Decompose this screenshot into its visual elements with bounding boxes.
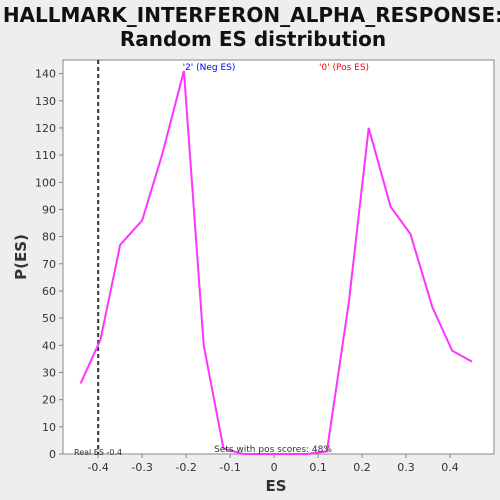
- y-tick-label: 120: [35, 122, 56, 135]
- y-tick-label: 100: [35, 176, 56, 189]
- series-line-es-distribution: [79, 70, 473, 455]
- y-tick-label: 90: [42, 203, 56, 216]
- plot-area: [62, 59, 495, 455]
- x-tick-label: -0.2: [175, 461, 196, 474]
- x-tick-label: 0.1: [309, 461, 327, 474]
- y-axis: 0 10 20 30 40 50 60 70 80 90 100 110 120 130 140: [35, 60, 64, 461]
- y-tick-label: 140: [35, 68, 56, 81]
- y-tick-label: 80: [42, 231, 56, 244]
- chart-title-line1: HALLMARK_INTERFERON_ALPHA_RESPONSE:: [3, 3, 500, 27]
- pos-es-label: '0' (Pos ES): [319, 63, 369, 73]
- y-tick-label: 0: [49, 448, 56, 461]
- neg-es-label: '2' (Neg ES): [183, 63, 236, 73]
- pos-scores-text: Sets with pos scores: 48%: [214, 445, 332, 455]
- y-tick-label: 10: [42, 421, 56, 434]
- x-tick-label: 0.3: [397, 461, 415, 474]
- x-axis-label: ES: [265, 477, 286, 495]
- y-tick-label: 20: [42, 394, 56, 407]
- x-tick-label: -0.4: [87, 461, 108, 474]
- chart-title-line2: Random ES distribution: [120, 27, 386, 51]
- x-tick-label: -0.3: [131, 461, 152, 474]
- y-tick-label: 30: [42, 366, 56, 379]
- y-tick-label: 110: [35, 149, 56, 162]
- y-axis-label: P(ES): [12, 234, 30, 280]
- y-tick-label: 40: [42, 339, 56, 352]
- y-tick-label: 60: [42, 285, 56, 298]
- x-axis: -0.4 -0.3 -0.2 -0.1 0 0.1 0.2 0.3 0.4: [63, 453, 494, 474]
- y-tick-label: 130: [35, 95, 56, 108]
- y-tick-label: 70: [42, 258, 56, 271]
- x-tick-label: -0.1: [219, 461, 240, 474]
- x-tick-label: 0: [271, 461, 278, 474]
- x-tick-label: 0.4: [441, 461, 459, 474]
- x-tick-label: 0.2: [353, 461, 371, 474]
- real-es-label: Real ES -0.4: [74, 448, 122, 457]
- y-tick-label: 50: [42, 312, 56, 325]
